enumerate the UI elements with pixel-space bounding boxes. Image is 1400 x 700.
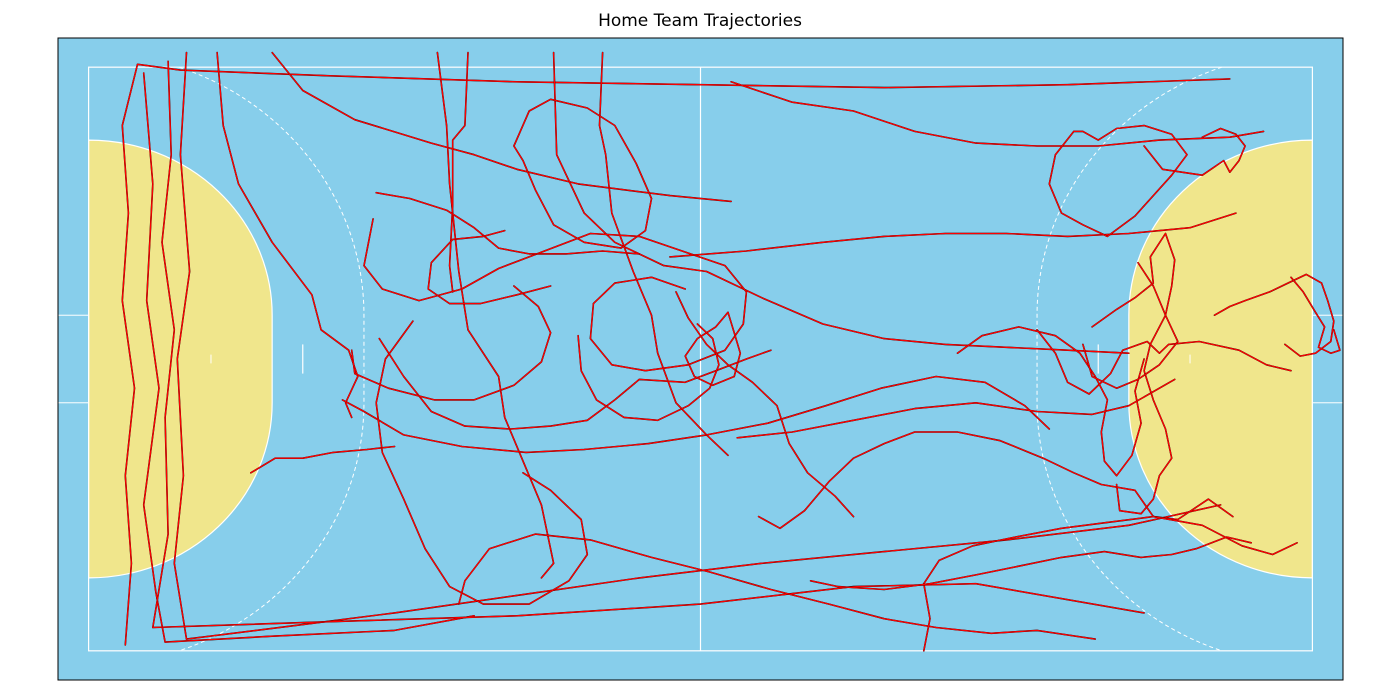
trajectory-35 [577, 323, 720, 421]
plot-frame [57, 37, 1344, 681]
trajectory-17 [730, 81, 1265, 147]
trajectory-8 [448, 51, 469, 293]
trajectory-23 [1290, 276, 1341, 354]
court-markings [57, 66, 1344, 652]
trajectory-15 [375, 320, 588, 605]
trajectory-5 [216, 51, 359, 419]
goal-area-right [1128, 139, 1313, 579]
trajectory-16 [458, 533, 1096, 640]
trajectory-27 [736, 378, 1176, 439]
trajectory-37 [809, 536, 1252, 591]
trajectory-9 [552, 51, 1130, 354]
chart-title: Home Team Trajectories [598, 11, 802, 31]
trajectory-layer [121, 51, 1341, 652]
trajectory-19 [1048, 124, 1188, 238]
trajectory-26 [1082, 232, 1179, 389]
trajectory-14 [341, 375, 1050, 454]
trajectory-1 [121, 63, 1231, 646]
trajectory-7 [436, 51, 555, 579]
trajectory-2 [143, 72, 475, 643]
trajectory-31 [250, 445, 396, 474]
trajectory-3 [173, 51, 1222, 640]
trajectory-12 [363, 218, 748, 372]
trajectory-20 [1143, 127, 1246, 176]
free-throw-line-right [1036, 66, 1223, 652]
trajectory-18 [669, 212, 1237, 258]
free-throw-line-left [178, 66, 365, 652]
trajectory-34 [351, 285, 552, 401]
trajectory-28 [675, 291, 855, 518]
trajectory-4 [152, 60, 1145, 629]
trajectory-36 [427, 229, 552, 305]
trajectory-10 [598, 51, 729, 456]
trajectory-32 [375, 192, 640, 255]
trajectory-11 [513, 98, 653, 249]
trajectory-6 [271, 51, 732, 203]
trajectory-24 [956, 326, 1145, 477]
trajectory-21 [1036, 329, 1292, 395]
trajectory-22 [1213, 273, 1335, 357]
